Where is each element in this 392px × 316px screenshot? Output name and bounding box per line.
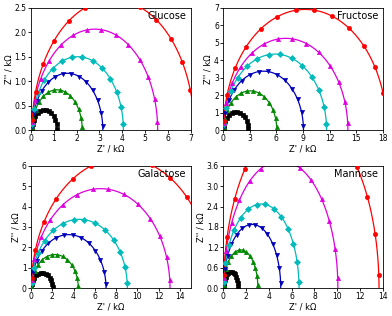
Text: Galactose: Galactose [138,169,186,179]
Y-axis label: Z'' / kΩ: Z'' / kΩ [4,54,13,84]
Text: Fructose: Fructose [337,11,378,21]
X-axis label: Z' / kΩ: Z' / kΩ [289,145,317,154]
X-axis label: Z' / kΩ: Z' / kΩ [97,303,125,312]
Text: Mannose: Mannose [334,169,378,179]
X-axis label: Z' / kΩ: Z' / kΩ [97,145,125,154]
Y-axis label: Z'' / kΩ: Z'' / kΩ [11,212,20,242]
X-axis label: Z' / kΩ: Z' / kΩ [289,303,317,312]
Text: Glucose: Glucose [147,11,186,21]
Y-axis label: Z'' / kΩ: Z'' / kΩ [203,54,212,84]
Y-axis label: Z'' / kΩ: Z'' / kΩ [196,212,205,242]
